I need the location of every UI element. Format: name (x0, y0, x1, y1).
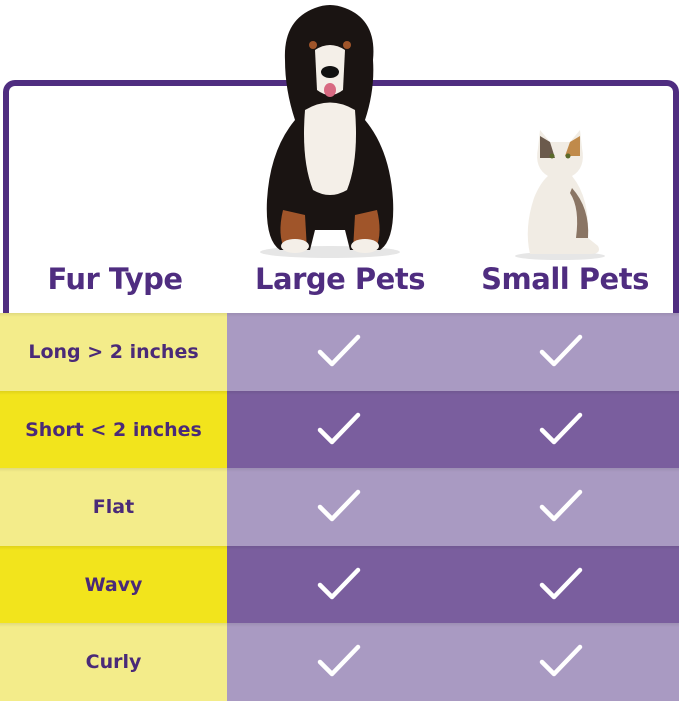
pets-cell (227, 390, 679, 469)
fur-type-cell: Short < 2 inches (0, 390, 227, 469)
table-row: Curly (0, 623, 679, 702)
check-icon (316, 488, 362, 524)
header-fur-type: Fur Type (47, 262, 183, 296)
check-icon (316, 333, 362, 369)
fur-type-label: Curly (85, 651, 142, 674)
check-icon (538, 488, 584, 524)
dog-image (260, 5, 400, 258)
check-icon (538, 411, 584, 447)
cat-image (515, 130, 605, 260)
pets-cell (227, 545, 679, 624)
header-large-pets: Large Pets (255, 262, 425, 296)
header-small-pets: Small Pets (481, 262, 649, 296)
table-row: Short < 2 inches (0, 390, 679, 469)
check-icon (316, 566, 362, 602)
fur-type-cell: Flat (0, 468, 227, 547)
pets-cell (227, 313, 679, 391)
fur-type-label: Short < 2 inches (25, 418, 202, 441)
fur-type-label: Wavy (84, 573, 143, 596)
check-icon (316, 643, 362, 679)
fur-type-label: Flat (92, 496, 135, 519)
table-row: Long > 2 inches (0, 313, 679, 391)
check-icon (538, 566, 584, 602)
check-icon (538, 333, 584, 369)
fur-type-label: Long > 2 inches (28, 341, 199, 363)
check-icon (316, 411, 362, 447)
fur-type-cell: Curly (0, 623, 227, 702)
check-icon (538, 643, 584, 679)
pets-cell (227, 468, 679, 547)
pets-cell (227, 623, 679, 702)
fur-type-cell: Long > 2 inches (0, 313, 227, 391)
fur-type-cell: Wavy (0, 545, 227, 624)
table-row: Flat (0, 468, 679, 547)
table-row: Wavy (0, 545, 679, 624)
